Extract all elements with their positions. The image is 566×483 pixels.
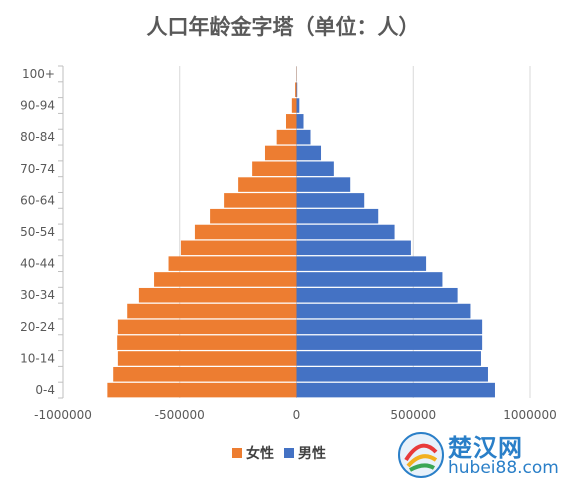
bar-male [296, 319, 483, 335]
bar-female [168, 256, 297, 271]
bar-female [276, 129, 297, 145]
bar-male [296, 287, 458, 303]
y-tick-label: 0-4 [35, 383, 55, 397]
watermark-logo-icon [398, 432, 444, 478]
bar-female [252, 161, 297, 177]
bar-male [296, 161, 334, 177]
bar-female [113, 367, 297, 382]
bar-male [296, 382, 495, 398]
bar-male [296, 129, 311, 145]
y-tick-label: 40-44 [20, 257, 55, 271]
bar-female [264, 145, 297, 161]
watermark: 楚汉网 hubei88.com [396, 428, 562, 480]
bar-female [154, 272, 297, 287]
chart-title: 人口年龄金字塔（单位：人） [147, 14, 420, 39]
bar-male [296, 351, 481, 366]
bar-male [296, 145, 322, 161]
x-tick-label: -500000 [155, 408, 205, 422]
bar-male [296, 256, 427, 271]
legend: 女性 男性 [232, 445, 326, 462]
bar-male [296, 98, 300, 113]
bar-female [224, 193, 297, 208]
legend-label: 男性 [298, 445, 326, 462]
bar-male [296, 335, 483, 350]
y-tick-label: 90-94 [20, 99, 55, 113]
bar-male [296, 208, 379, 224]
x-tick-label: 1000000 [503, 408, 556, 422]
bar-male [296, 114, 304, 129]
y-tick-label: 10-14 [20, 351, 55, 365]
bar-male [296, 177, 351, 192]
bar-female [238, 177, 297, 192]
bar-female [117, 319, 297, 335]
legend-swatch [284, 448, 294, 458]
watermark-title: 楚汉网 [448, 434, 523, 462]
axes: -1000000 -500000 0 500000 1000000 0-4 10-14 20-… [20, 65, 557, 422]
bar-male [296, 82, 298, 97]
y-tick-label: 80-84 [20, 130, 55, 144]
bar-male [296, 193, 365, 208]
bars [107, 66, 495, 398]
bar-male [296, 224, 395, 240]
y-tick-label: 70-74 [20, 162, 55, 176]
y-tick-label: 60-64 [20, 193, 55, 207]
bar-female [295, 82, 297, 97]
legend-swatch [232, 448, 242, 458]
bar-female [138, 287, 297, 303]
y-tick-label: 50-54 [20, 225, 55, 239]
x-tick-label: 500000 [390, 408, 436, 422]
legend-label: 女性 [246, 445, 274, 462]
bar-female [285, 114, 297, 129]
bar-female [210, 208, 297, 224]
bar-female [194, 224, 297, 240]
watermark-url: hubei88.com [448, 458, 559, 478]
bar-male [296, 367, 488, 382]
bar-male [296, 272, 443, 287]
bar-female [107, 382, 297, 398]
x-tick-label: -1000000 [34, 408, 92, 422]
bar-female [117, 351, 297, 366]
bar-female [291, 98, 297, 113]
x-tick-label: 0 [293, 408, 301, 422]
bar-male [296, 240, 411, 256]
bar-female [180, 240, 297, 256]
bar-male [296, 303, 471, 319]
bar-female [117, 335, 297, 350]
y-tick-label: 20-24 [20, 320, 55, 334]
y-tick-label: 100+ [22, 67, 55, 81]
bar-female [127, 303, 297, 319]
y-tick-label: 30-34 [20, 288, 55, 302]
